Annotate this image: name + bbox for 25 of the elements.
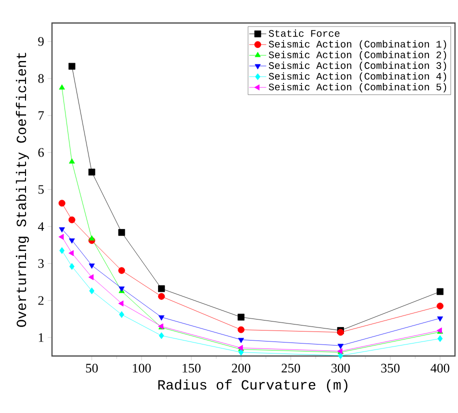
x-tick-label: 400 [430,364,450,373]
y-tick-label: 4 [38,222,44,231]
legend-label: Seismic Action (Combination 2) [268,50,446,60]
x-tick-label: 150 [182,364,201,373]
legend-label: Seismic Action (Combination 1) [268,40,446,50]
legend-label: Seismic Action (Combination 4) [268,72,446,82]
y-tick-label: 8 [38,74,44,83]
y-tick-label: 5 [38,185,44,194]
x-axis-title: Radius of Curvature (m) [158,379,348,392]
x-tick-label: 250 [282,364,300,373]
legend-label: Seismic Action (Combination 5) [268,83,446,92]
y-tick-label: 2 [38,296,44,305]
x-tick-label: 200 [232,364,250,373]
y-tick-label: 6 [38,148,44,157]
legend-label: Seismic Action (Combination 3) [268,62,446,71]
y-tick-label: 3 [38,259,44,268]
y-tick-label: 1 [38,333,44,342]
y-axis-title: Overturning Stability Coefficient [16,52,29,327]
y-tick-label: 9 [38,37,44,46]
x-tick-label: 100 [132,364,151,373]
x-tick-label: 50 [86,364,98,373]
legend-label: Static Force [268,30,340,37]
x-tick-label: 350 [381,364,400,373]
x-tick-label: 300 [331,364,350,373]
y-tick-label: 7 [38,111,44,120]
